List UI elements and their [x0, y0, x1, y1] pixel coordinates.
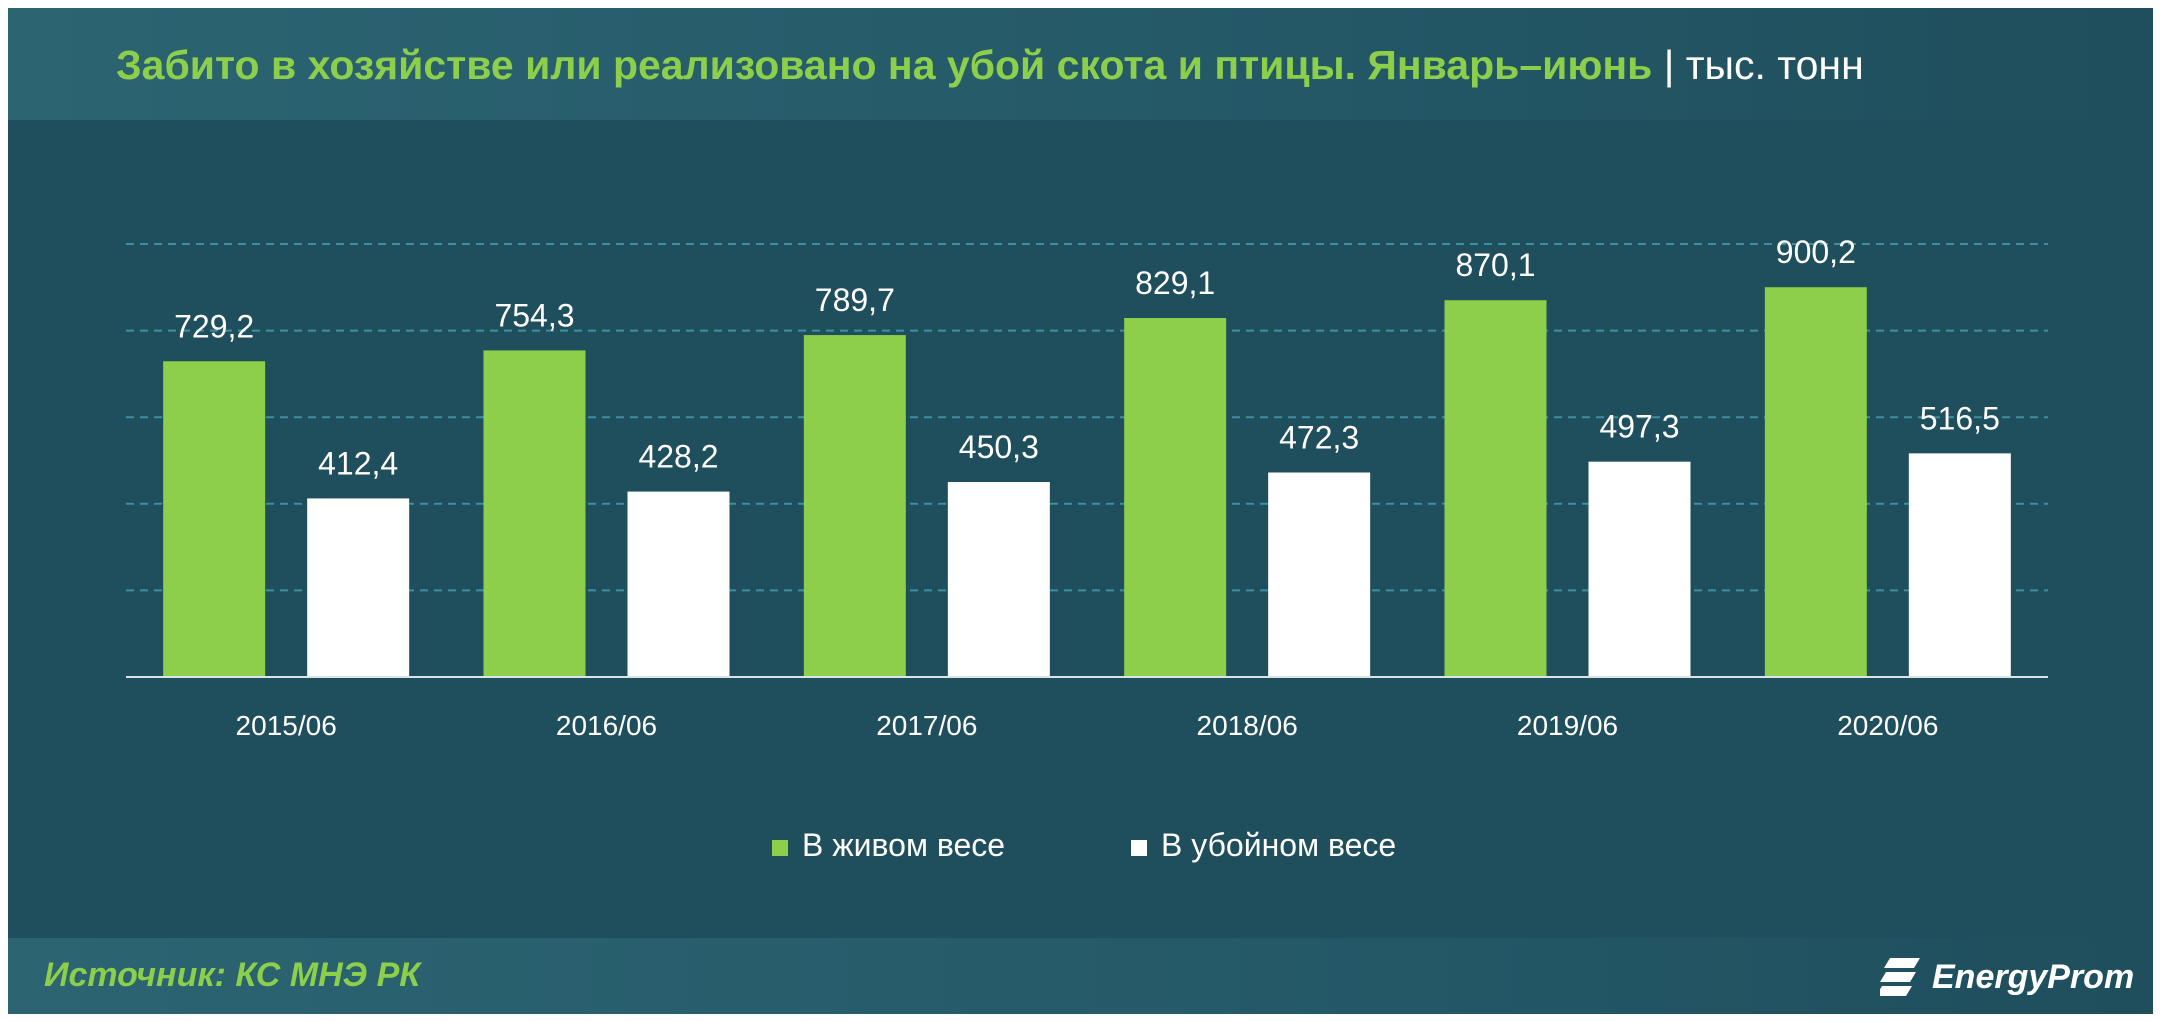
source-note: Источник: КС МНЭ РК: [44, 956, 421, 994]
legend: В живом весе В убойном весе: [772, 827, 1396, 863]
x-tick-2015/06: 2015/06: [236, 710, 337, 741]
legend-swatch-slaughter: [1131, 840, 1147, 856]
legend-swatch-live: [772, 840, 788, 856]
bar-live-2019/06: [1444, 300, 1547, 677]
bar-live-2020/06: [1764, 287, 1867, 677]
x-tick-2020/06: 2020/06: [1837, 710, 1938, 741]
bar-slaughter-2019/06: [1588, 461, 1691, 677]
chart-footer: Источник: КС МНЭ РК EnergyProm: [8, 938, 2153, 1014]
chart-frame: Забито в хозяйстве или реализовано на уб…: [8, 8, 2153, 1014]
bar-slaughter-2020/06: [1908, 453, 2011, 677]
bar-slaughter-2017/06: [947, 482, 1050, 677]
gridlines: [126, 243, 2048, 592]
energyprom-logo-text: EnergyProm: [1932, 958, 2135, 996]
value-label-live-2019/06: 870,1: [1455, 247, 1535, 283]
bar-chart: 729,2 412,4 754,3 428,2 789,7 450,3 829,1 472,3…: [126, 234, 2048, 863]
bars: [163, 287, 2011, 677]
chart-title-unit: | тыс. тонн: [1663, 42, 1864, 88]
bar-live-2016/06: [483, 350, 586, 677]
x-tick-2017/06: 2017/06: [876, 710, 977, 741]
bar-slaughter-2018/06: [1268, 472, 1371, 677]
bar-live-2017/06: [803, 335, 906, 677]
value-label-live-2017/06: 789,7: [815, 282, 895, 318]
energyprom-logo-icon: [1876, 958, 1920, 996]
legend-label-live: В живом весе: [802, 827, 1005, 863]
bar-slaughter-2016/06: [627, 491, 730, 677]
x-tick-2019/06: 2019/06: [1517, 710, 1618, 741]
value-label-live-2020/06: 900,2: [1776, 234, 1856, 270]
value-label-live-2018/06: 829,1: [1135, 265, 1215, 301]
value-labels: 729,2 412,4 754,3 428,2 789,7 450,3 829,1 472,3…: [174, 234, 2000, 481]
bar-live-2015/06: [163, 361, 266, 677]
legend-label-slaughter: В убойном весе: [1161, 827, 1396, 863]
bar-slaughter-2015/06: [307, 498, 410, 677]
x-tick-labels: 2015/06 2016/06 2017/06 2018/06 2019/06 2020/…: [236, 710, 1939, 741]
bar-live-2018/06: [1124, 317, 1227, 677]
value-label-slaughter-2015/06: 412,4: [318, 445, 398, 481]
x-tick-2016/06: 2016/06: [556, 710, 657, 741]
value-label-live-2016/06: 754,3: [494, 297, 574, 333]
value-label-live-2015/06: 729,2: [174, 308, 254, 344]
value-label-slaughter-2017/06: 450,3: [959, 429, 1039, 465]
chart-header: Забито в хозяйстве или реализовано на уб…: [8, 8, 2153, 120]
value-label-slaughter-2019/06: 497,3: [1599, 409, 1679, 445]
chart-title-main: Забито в хозяйстве или реализовано на уб…: [116, 42, 1653, 88]
value-label-slaughter-2018/06: 472,3: [1279, 419, 1359, 455]
energyprom-logo: EnergyProm: [1876, 954, 2134, 1000]
chart-title: Забито в хозяйстве или реализовано на уб…: [116, 42, 1864, 89]
x-tick-2018/06: 2018/06: [1197, 710, 1298, 741]
value-label-slaughter-2020/06: 516,5: [1920, 400, 2000, 436]
value-label-slaughter-2016/06: 428,2: [638, 439, 718, 475]
